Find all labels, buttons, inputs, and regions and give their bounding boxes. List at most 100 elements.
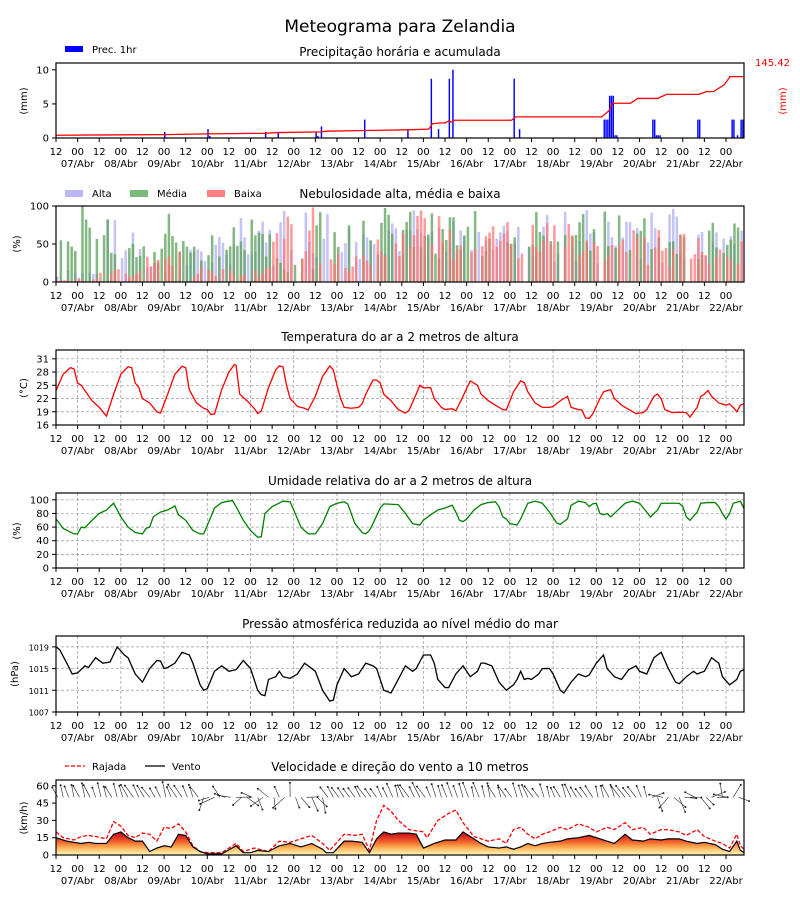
cloud-bar-low xyxy=(351,266,354,282)
wind-arrow-head xyxy=(136,784,139,787)
cloud-bar-mid xyxy=(733,223,736,282)
cloud-bar-low xyxy=(419,210,423,282)
cloud-bar-mid xyxy=(445,240,448,282)
wind-arrow-head xyxy=(648,793,651,796)
cloud-bar-mid xyxy=(347,225,351,282)
cloud-bar-mid xyxy=(182,241,185,282)
wind-arrow-head xyxy=(256,787,259,790)
x-tick-hour-label: 12 xyxy=(352,147,365,158)
cloud-bar-mid xyxy=(210,235,214,282)
wind-arrow-head xyxy=(257,804,260,807)
y-tick-label: 22 xyxy=(36,394,49,405)
cloud-cover-panel: Nebulosidade alta, média e baixa Alta Mé… xyxy=(12,187,745,314)
cloud-bar-low xyxy=(571,235,574,282)
x-tick-hour-label: 12 xyxy=(482,147,495,158)
wind-direction-arrow xyxy=(155,787,161,798)
x-tick-hour-label: 12 xyxy=(179,721,192,732)
wind-arrow-head xyxy=(261,808,264,811)
precip-bar xyxy=(608,95,611,138)
y-tick-label: 5 xyxy=(43,99,49,110)
x-tick-date-label: 10/Abr xyxy=(191,589,225,600)
cloud-bar-low xyxy=(455,250,459,282)
x-tick-hour-label: 12 xyxy=(223,434,236,445)
cloud-bar-low xyxy=(210,270,214,282)
x-tick-date-label: 09/Abr xyxy=(147,159,181,170)
x-tick-hour-label: 00 xyxy=(287,434,300,445)
wind-area xyxy=(56,831,744,855)
x-tick-hour-label: 00 xyxy=(633,147,646,158)
wind-direction-arrow xyxy=(539,784,545,798)
cloud-bar-mid xyxy=(707,230,711,282)
wind-arrow-head xyxy=(181,785,184,788)
cloud-bar-low xyxy=(617,245,621,282)
cloud-bar-low xyxy=(610,244,614,282)
x-tick-date-label: 14/Abr xyxy=(363,876,397,887)
cloud-bar-low xyxy=(221,269,225,282)
y-tick-label: 60 xyxy=(36,523,49,534)
cloud-bar-low xyxy=(603,260,607,282)
x-tick-hour-label: 12 xyxy=(439,147,452,158)
wind-direction-arrow xyxy=(570,787,577,798)
cloud-bar-mid xyxy=(239,241,243,282)
x-tick-date-label: 15/Abr xyxy=(407,589,441,600)
wind-direction-arrow xyxy=(348,788,356,798)
x-tick-hour-label: 00 xyxy=(417,291,430,302)
x-tick-hour-label: 00 xyxy=(503,577,516,588)
wind-arrow-head xyxy=(579,786,582,789)
cloud-bar-low xyxy=(329,259,333,282)
wind-arrow-head xyxy=(96,782,99,785)
wind-direction-arrow xyxy=(512,783,518,798)
x-tick-date-label: 18/Abr xyxy=(536,589,570,600)
x-tick-date-label: 07/Abr xyxy=(61,589,95,600)
cloud-bar-low xyxy=(228,269,232,282)
pressure-line xyxy=(55,645,745,702)
x-tick-hour-label: 12 xyxy=(50,434,63,445)
cloud-bar-low xyxy=(311,207,315,282)
x-tick-hour-label: 12 xyxy=(439,291,452,302)
cloud-bar-low xyxy=(423,218,426,282)
wind-legend-gust-label: Rajada xyxy=(92,762,126,773)
y-tick-label: 30 xyxy=(36,816,49,827)
x-tick-hour-label: 12 xyxy=(223,721,236,732)
wind-arrow-head xyxy=(249,804,252,807)
temperature-panel: Temperatura do ar a 2 metros de altura (… xyxy=(19,330,745,457)
wind-arrow-head xyxy=(213,792,216,795)
temperature-line xyxy=(55,363,745,420)
cloud-bar-mid xyxy=(84,219,88,282)
cloud-bar-low xyxy=(661,250,664,282)
x-tick-date-label: 09/Abr xyxy=(147,446,181,457)
x-tick-hour-label: 12 xyxy=(179,864,192,875)
x-tick-hour-label: 12 xyxy=(395,291,408,302)
wind-direction-arrow xyxy=(580,787,588,798)
x-tick-hour-label: 00 xyxy=(460,147,473,158)
x-tick-date-label: 17/Abr xyxy=(493,589,527,600)
cloud-bar-mid xyxy=(574,235,578,282)
x-tick-date-label: 12/Abr xyxy=(277,303,311,314)
wind-direction-arrow xyxy=(412,782,421,798)
wind-arrow-head xyxy=(298,806,301,809)
cloud-bar-high xyxy=(650,212,653,282)
x-tick-date-label: 11/Abr xyxy=(234,589,268,600)
x-tick-hour-label: 12 xyxy=(352,577,365,588)
cloud-bar-high xyxy=(365,237,369,282)
x-tick-date-label: 20/Abr xyxy=(623,446,657,457)
x-tick-date-label: 16/Abr xyxy=(450,876,484,887)
humidity-panel: Umidade relativa do ar a 2 metros de alt… xyxy=(12,474,745,600)
cloud-bar-low xyxy=(437,216,441,282)
x-tick-hour-label: 12 xyxy=(136,291,149,302)
x-tick-date-label: 08/Abr xyxy=(104,733,138,744)
cloud-bar-low xyxy=(164,259,167,282)
wind-arrow-head xyxy=(504,788,507,791)
precip-bar xyxy=(452,69,454,138)
wind-arrow-head xyxy=(124,784,127,787)
x-tick-hour-label: 00 xyxy=(158,721,171,732)
cloud-bar-low xyxy=(635,237,639,282)
wind-arrow-head xyxy=(148,787,151,790)
y-tick-label: 16 xyxy=(36,421,49,432)
cloud-bar-high xyxy=(113,220,117,282)
precip-bar xyxy=(315,131,317,138)
x-tick-hour-label: 12 xyxy=(266,577,279,588)
cloud-bar-mid xyxy=(59,240,63,282)
x-tick-hour-label: 00 xyxy=(503,864,516,875)
x-tick-date-label: 19/Abr xyxy=(580,446,614,457)
